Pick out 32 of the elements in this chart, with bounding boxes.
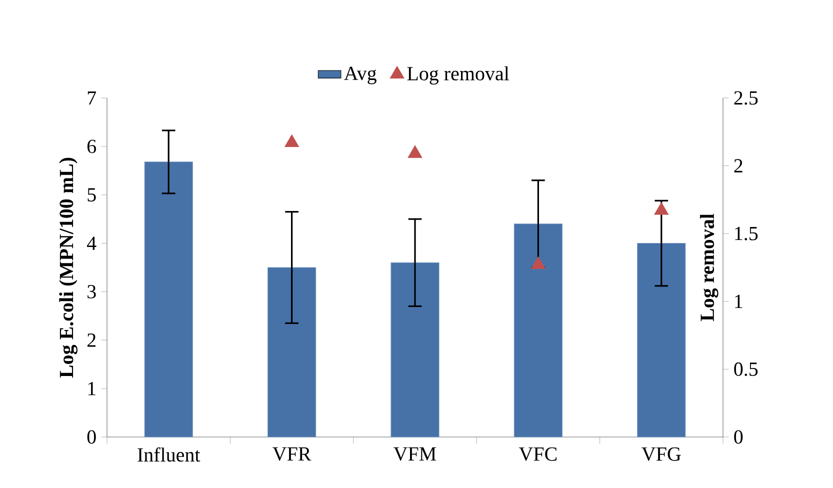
y-tick-label: 1 (88, 382, 96, 396)
x-tick-label: VFM (394, 447, 436, 461)
y-tick-label: 3 (88, 284, 96, 298)
point (654, 202, 669, 215)
y-tick-label: 4 (87, 236, 96, 250)
y2-tick-label: 2 (734, 159, 742, 172)
y2-tick-label: 1 (735, 294, 742, 308)
y-tick-label: 2 (87, 334, 96, 347)
bar (514, 224, 562, 438)
bar (390, 262, 440, 438)
y2-tick-label: 2.5 (734, 91, 758, 105)
point (408, 145, 422, 158)
x-tick-label: Influent (138, 447, 200, 462)
y-tick-label: 5 (88, 188, 96, 202)
x-tick-label: VFR (272, 447, 312, 461)
y-axis-title: Log E.coli (MPN/100 mL) (59, 158, 78, 378)
y-tick-label: 7 (88, 91, 96, 105)
bar (637, 243, 686, 438)
bar (144, 162, 193, 438)
y2-tick-label: 0.5 (734, 362, 758, 376)
legend-label: Avg (344, 66, 376, 84)
y2-tick-label: 1.5 (735, 226, 758, 240)
x-tick-label: VFC (518, 447, 557, 461)
y2-tick-label: 0 (734, 430, 743, 444)
legend-label: Log removal (407, 66, 510, 85)
point (531, 256, 546, 270)
y-tick-label: 0 (87, 430, 96, 444)
x-tick-label: VFG (642, 447, 681, 461)
y-tick-label: 6 (87, 140, 96, 154)
point (284, 134, 300, 148)
bar (268, 267, 316, 438)
y2-axis-title: Log removal (700, 214, 718, 322)
